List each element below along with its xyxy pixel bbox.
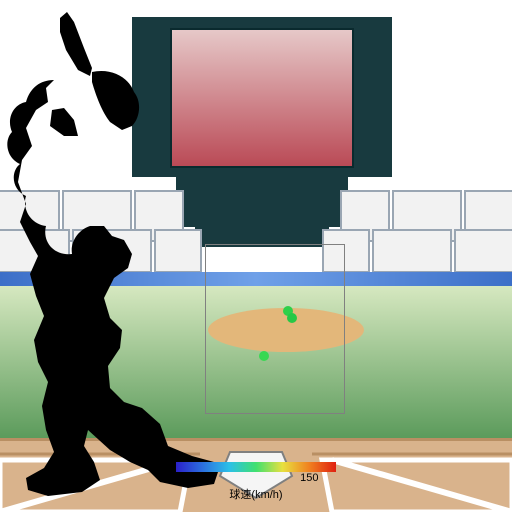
batter-silhouette bbox=[0, 10, 252, 510]
legend-tick: 150 bbox=[300, 472, 318, 484]
legend-gradient-bar bbox=[176, 462, 336, 472]
legend-label: 球速(km/h) bbox=[176, 486, 336, 502]
pitch-marker bbox=[287, 313, 297, 323]
legend-ticks: 100150 bbox=[176, 472, 336, 486]
legend-tick: 100 bbox=[167, 472, 185, 484]
stand-panel bbox=[372, 229, 452, 273]
pitch-marker bbox=[259, 351, 269, 361]
velocity-legend: 100150 球速(km/h) bbox=[176, 462, 336, 502]
pitch-location-chart: 100150 球速(km/h) bbox=[0, 0, 512, 512]
stand-panel bbox=[454, 229, 512, 273]
